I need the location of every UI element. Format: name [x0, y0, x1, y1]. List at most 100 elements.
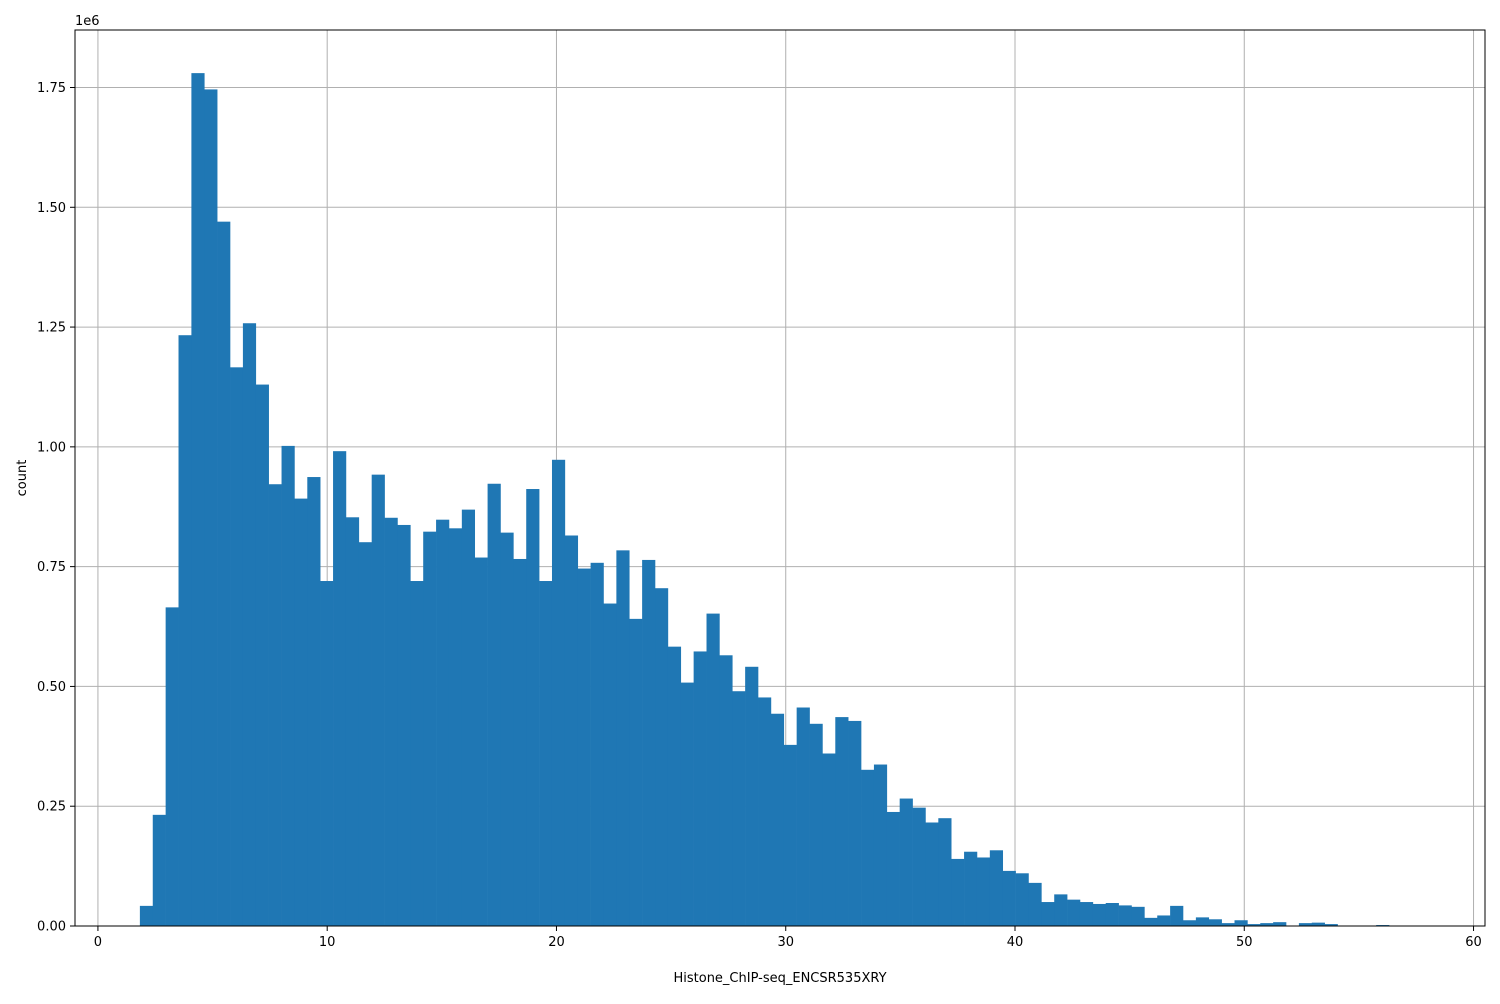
histogram-bar — [333, 451, 346, 926]
histogram-bar — [243, 323, 256, 926]
histogram-bar — [1196, 917, 1209, 926]
histogram-bar — [951, 859, 964, 926]
histogram-bar — [797, 708, 810, 926]
histogram-bar — [719, 655, 732, 926]
histogram-bar — [990, 850, 1003, 926]
histogram-bar — [179, 335, 192, 926]
histogram-bar — [436, 520, 449, 926]
histogram-bar — [1131, 907, 1144, 926]
histogram-bar — [1080, 902, 1093, 926]
x-tick-label: 30 — [777, 935, 794, 950]
histogram-bar — [256, 385, 269, 926]
histogram-bar — [758, 697, 771, 926]
histogram-bar — [1054, 894, 1067, 926]
histogram-bar — [694, 651, 707, 926]
histogram-bar — [591, 563, 604, 926]
histogram-bar — [784, 745, 797, 926]
histogram-bar — [230, 367, 243, 926]
y-tick-label: 1.50 — [37, 201, 66, 216]
y-axis-label: count — [15, 460, 30, 497]
y-tick-label: 1.25 — [37, 321, 66, 336]
histogram-bar — [745, 667, 758, 926]
x-tick-label: 10 — [319, 935, 336, 950]
histogram-bar — [1028, 883, 1041, 926]
y-tick-label: 0.25 — [37, 800, 66, 815]
histogram-bar — [513, 559, 526, 926]
histogram-bar — [1144, 918, 1157, 926]
histogram-bar — [771, 714, 784, 926]
histogram-bar — [938, 818, 951, 926]
histogram-bar — [668, 647, 681, 926]
histogram-bar — [140, 906, 153, 926]
histogram-bar — [410, 581, 423, 926]
x-axis-label: Histone_ChIP-seq_ENCSR535XRY — [673, 971, 886, 986]
histogram-bar — [616, 550, 629, 926]
histogram-bar — [642, 560, 655, 926]
histogram-bar — [1235, 920, 1248, 926]
histogram-bar — [191, 73, 204, 926]
histogram-bar — [913, 808, 926, 926]
histogram-bar — [294, 499, 307, 926]
histogram-bar — [475, 558, 488, 926]
histogram-bar — [900, 799, 913, 926]
histogram-bar — [822, 754, 835, 926]
histogram-bar — [217, 222, 230, 926]
histogram-bar — [449, 528, 462, 926]
histogram-bar — [552, 460, 565, 926]
histogram-bar — [925, 823, 938, 926]
histogram-bar — [732, 691, 745, 926]
y-tick-label: 0.75 — [37, 560, 66, 575]
histogram-bar — [887, 812, 900, 926]
histogram-bar — [1170, 906, 1183, 926]
histogram-bar — [1183, 920, 1196, 926]
histogram-bar — [964, 852, 977, 926]
x-tick-label: 60 — [1465, 935, 1482, 950]
histogram-bar — [397, 525, 410, 926]
histogram-bar — [372, 475, 385, 926]
histogram-bar — [423, 532, 436, 926]
histogram-bar — [1119, 905, 1132, 926]
histogram-bar — [1273, 922, 1286, 926]
histogram-bar — [166, 607, 179, 926]
histogram-bar — [848, 721, 861, 926]
histogram-bar — [282, 446, 295, 926]
histogram-bar — [603, 604, 616, 926]
histogram-bars — [140, 73, 1428, 926]
y-tick-label: 1.75 — [37, 81, 66, 96]
x-tick-label: 40 — [1007, 935, 1024, 950]
y-axis-ticks: 0.00 0.25 0.50 0.75 1.00 1.25 1.50 1.75 — [37, 81, 75, 935]
x-tick-label: 50 — [1236, 935, 1253, 950]
histogram-bar — [1209, 919, 1222, 926]
histogram-bar — [346, 517, 359, 926]
histogram-bar — [204, 89, 217, 926]
histogram-bar — [269, 484, 282, 926]
histogram-bar — [977, 857, 990, 926]
y-tick-label: 1.00 — [37, 440, 66, 455]
x-tick-label: 20 — [548, 935, 565, 950]
histogram-bar — [655, 588, 668, 926]
y-tick-label: 0.50 — [37, 680, 66, 695]
histogram-bar — [874, 765, 887, 926]
histogram-bar — [1041, 902, 1054, 926]
histogram-bar — [526, 489, 539, 926]
histogram-bar — [565, 535, 578, 926]
histogram-bar — [1106, 903, 1119, 926]
histogram-bar — [307, 477, 320, 926]
histogram-bar — [1093, 904, 1106, 926]
histogram-bar — [1003, 871, 1016, 926]
histogram-bar — [1016, 873, 1029, 926]
y-axis-multiplier: 1e6 — [75, 14, 100, 29]
histogram-bar — [681, 683, 694, 926]
histogram-bar — [462, 510, 475, 926]
histogram-bar — [500, 533, 513, 926]
histogram-bar — [861, 770, 874, 926]
histogram-bar — [835, 717, 848, 926]
histogram-bar — [810, 724, 823, 926]
histogram-bar — [1157, 915, 1170, 926]
histogram-bar — [359, 542, 372, 926]
histogram-bar — [153, 815, 166, 926]
y-tick-label: 0.00 — [37, 920, 66, 935]
histogram-bar — [1067, 900, 1080, 926]
histogram-bar — [1312, 923, 1325, 926]
